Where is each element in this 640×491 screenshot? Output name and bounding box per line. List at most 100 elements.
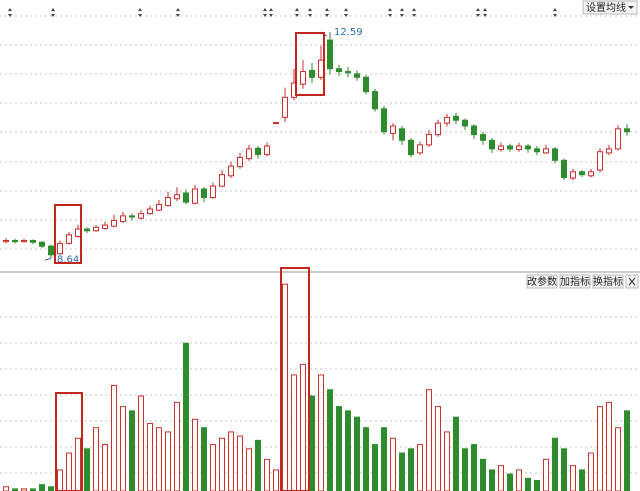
volume-bar bbox=[174, 401, 180, 491]
volume-bar bbox=[246, 448, 252, 491]
candle-body bbox=[228, 165, 234, 177]
candle-body bbox=[57, 242, 63, 255]
volume-bar bbox=[444, 431, 450, 491]
volume-bar bbox=[426, 389, 432, 491]
volume-bar bbox=[588, 452, 594, 491]
candle-body bbox=[210, 185, 216, 199]
volume-bar bbox=[606, 401, 612, 491]
volume-bar bbox=[462, 448, 468, 491]
volume-bar bbox=[147, 422, 153, 491]
volume-bar bbox=[543, 458, 549, 491]
candle-body bbox=[363, 76, 369, 93]
volume-bar bbox=[210, 444, 216, 491]
min-label: 8.64 bbox=[57, 254, 79, 265]
volume-bar bbox=[57, 469, 63, 491]
candle-body bbox=[138, 213, 144, 219]
button[interactable]: 加指标 bbox=[559, 274, 591, 289]
candle-body bbox=[201, 188, 207, 199]
candle-body bbox=[156, 203, 162, 211]
candle-body bbox=[318, 59, 324, 78]
candle-body bbox=[624, 128, 630, 133]
volume-bar bbox=[138, 395, 144, 491]
candle-body bbox=[48, 245, 54, 256]
volume-bar bbox=[345, 410, 351, 491]
candle-body bbox=[552, 148, 558, 161]
volume-bar bbox=[525, 477, 531, 491]
candle-body bbox=[615, 128, 621, 150]
candle-body bbox=[570, 171, 576, 179]
candle-body bbox=[597, 151, 603, 171]
candle-body bbox=[183, 192, 189, 203]
candle-body bbox=[66, 234, 72, 244]
ma-button[interactable]: 设置均线 bbox=[582, 0, 638, 15]
volume-bar bbox=[93, 427, 99, 491]
volume-bar bbox=[84, 448, 90, 491]
volume-bar bbox=[3, 486, 9, 491]
volume-bar bbox=[336, 406, 342, 491]
candle-body bbox=[336, 68, 342, 73]
button[interactable]: 换指标 bbox=[592, 274, 624, 289]
volume-bar bbox=[363, 427, 369, 491]
candle-body bbox=[165, 197, 171, 207]
volume-bar bbox=[255, 439, 261, 491]
candle-body bbox=[264, 145, 270, 156]
candle-body bbox=[381, 108, 387, 133]
event-markers bbox=[8, 8, 557, 17]
candle-body bbox=[75, 228, 81, 237]
volume-bar bbox=[408, 448, 414, 491]
candle-body bbox=[399, 128, 405, 141]
button-label: 改参数 bbox=[527, 275, 557, 288]
highlight-boxes bbox=[54, 32, 325, 491]
close-button[interactable] bbox=[625, 274, 639, 289]
candle-body bbox=[102, 224, 108, 229]
candle-body bbox=[327, 39, 333, 70]
candle-body bbox=[417, 144, 423, 154]
button[interactable]: 改参数 bbox=[526, 274, 558, 289]
volume-bar bbox=[552, 437, 558, 491]
volume-bar bbox=[471, 444, 477, 491]
volume-bar bbox=[417, 444, 423, 491]
volume-bar bbox=[390, 437, 396, 491]
volume-bar bbox=[291, 374, 297, 491]
volume-bar bbox=[435, 406, 441, 491]
volume-bar bbox=[201, 427, 207, 491]
candle-body bbox=[543, 148, 549, 154]
candle-body bbox=[534, 148, 540, 153]
candle-body bbox=[507, 145, 513, 150]
volume-bar bbox=[111, 385, 117, 491]
volume-bar bbox=[102, 444, 108, 491]
candle-body bbox=[354, 73, 360, 78]
candle-body bbox=[12, 240, 18, 243]
volume-bar bbox=[480, 458, 486, 491]
volume-bar bbox=[498, 465, 504, 491]
max-label: 12.59 bbox=[334, 27, 363, 38]
candle-body bbox=[390, 125, 396, 134]
candle-body bbox=[255, 147, 261, 156]
volume-bar bbox=[192, 418, 198, 491]
candle-body bbox=[453, 115, 459, 121]
volume-bar bbox=[237, 435, 243, 491]
candle-body bbox=[426, 134, 432, 146]
toolbar-buttons: 改参数 加指标 换指标 bbox=[526, 274, 639, 289]
candle-body bbox=[246, 148, 252, 160]
candle-body bbox=[444, 116, 450, 124]
candle-body bbox=[525, 145, 531, 150]
volume-bar bbox=[300, 363, 306, 491]
volume-bar bbox=[30, 488, 36, 491]
volume-bar bbox=[561, 448, 567, 491]
volume-bar bbox=[12, 488, 18, 491]
candle-body bbox=[129, 215, 135, 218]
volume-bar bbox=[183, 342, 189, 491]
ma-button-label: 设置均线 bbox=[586, 1, 626, 14]
volume-bar bbox=[228, 431, 234, 491]
volume-bar bbox=[516, 469, 522, 491]
volume-bar bbox=[273, 469, 279, 491]
candle-body bbox=[345, 71, 351, 74]
candle-body bbox=[516, 145, 522, 150]
candle-body bbox=[480, 134, 486, 141]
volume-bar bbox=[282, 283, 288, 491]
volume-bar bbox=[219, 437, 225, 491]
volume-bar bbox=[156, 427, 162, 491]
candle-body bbox=[147, 208, 153, 215]
